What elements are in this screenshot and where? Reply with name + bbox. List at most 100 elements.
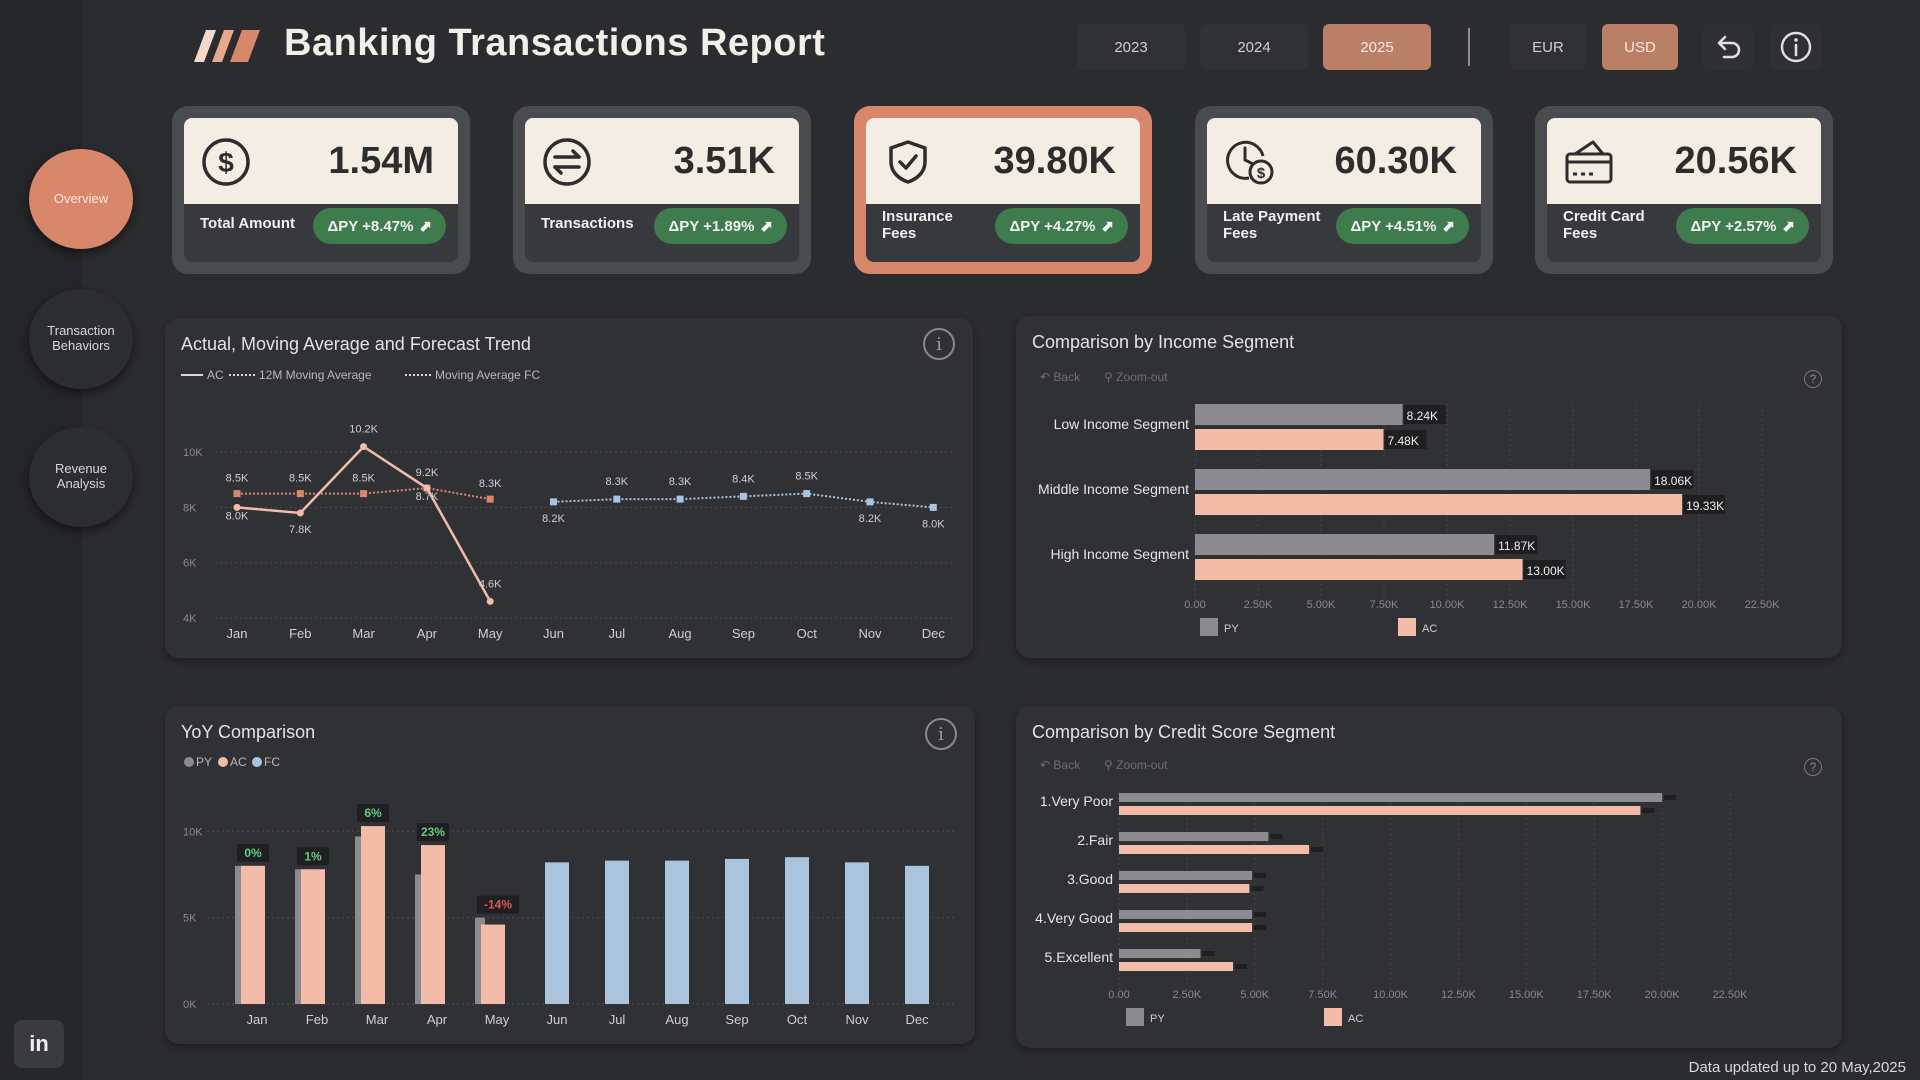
arrow-up-right-icon: ⬈ <box>760 218 773 235</box>
x-tick-label: 5.00K <box>1240 989 1269 1001</box>
data-label-bg <box>1311 847 1324 852</box>
data-label-bg <box>1495 535 1538 554</box>
back-button[interactable]: ↶ Back <box>1040 758 1080 772</box>
credit-title: Comparison by Credit Score Segment <box>1032 722 1336 742</box>
data-point <box>296 490 304 498</box>
legend-ac-label: AC <box>1422 623 1437 635</box>
clock-dollar-icon: $ <box>1226 140 1274 185</box>
zoom-out-button[interactable]: ⚲ Zoom-out <box>1104 370 1168 384</box>
data-label: 8.5K <box>226 473 249 485</box>
year-2023-button[interactable]: 2023 <box>1077 24 1185 70</box>
bar-ac <box>1119 806 1641 815</box>
data-point <box>360 490 368 498</box>
x-tick-label: 10.00K <box>1373 989 1409 1001</box>
x-tick-label: 12.50K <box>1493 599 1529 611</box>
credit-panel: Comparison by Credit Score Segment ↶ Bac… <box>1016 706 1842 1048</box>
data-point <box>423 484 431 492</box>
variance-badge-bg <box>357 804 389 823</box>
y-tick-label: 8K <box>183 502 197 514</box>
x-tick-label: May <box>485 1012 510 1027</box>
bar-py <box>1119 832 1269 841</box>
kpi-credit-card-fees[interactable]: 20.56K Credit Card Fees ΔPY +2.57% ⬈ <box>1535 106 1833 274</box>
variance-label: 23% <box>421 825 445 839</box>
kpi-label: Transactions <box>541 214 634 232</box>
kpi-insurance-fees[interactable]: 39.80K Insurance Fees ΔPY +4.27% ⬈ <box>854 106 1152 274</box>
data-label-bg <box>1251 886 1264 891</box>
data-label: 8.2K <box>859 513 882 525</box>
data-label: 8.3K <box>669 476 692 488</box>
x-tick-label: 0.00 <box>1108 989 1129 1001</box>
bar-py <box>295 869 305 1004</box>
data-label: 8.4K <box>732 473 755 485</box>
x-tick-label: Aug <box>665 1012 688 1027</box>
kpi-delta-text: ΔPY +2.57% <box>1690 217 1777 235</box>
kpi-delta-text: ΔPY +8.47% <box>327 217 414 235</box>
data-point <box>233 490 241 498</box>
kpi-late-payment-fees[interactable]: $ 60.30K Late Payment Fees ΔPY +4.51% ⬈ <box>1195 106 1493 274</box>
help-icon[interactable]: ? <box>1804 758 1822 776</box>
data-updated-note: Data updated up to 20 May,2025 <box>1688 1059 1906 1076</box>
svg-text:$: $ <box>1257 165 1266 182</box>
bar-py <box>235 865 245 1004</box>
y-tick-label: 6K <box>183 558 197 570</box>
kpi-delta-badge: ΔPY +2.57% ⬈ <box>1676 208 1809 244</box>
x-tick-label: Jun <box>543 626 564 641</box>
linkedin-icon[interactable]: in <box>14 1020 64 1068</box>
category-label: Low Income Segment <box>1054 416 1190 432</box>
bar-py <box>1195 404 1403 425</box>
back-button[interactable]: ↶ Back <box>1040 370 1080 384</box>
info-button[interactable] <box>1771 24 1821 70</box>
bar-ac <box>1119 923 1253 932</box>
currency-eur-button[interactable]: EUR <box>1510 24 1586 70</box>
yoy-info-icon[interactable]: i <box>925 718 957 750</box>
nav-transaction-behaviors[interactable]: Transaction Behaviors <box>29 289 133 389</box>
zoom-out-icon: ⚲ <box>1104 370 1113 384</box>
bar-ac <box>361 826 385 1004</box>
data-point <box>296 509 304 517</box>
legend-ac-label: AC <box>230 755 247 769</box>
bar-fc <box>845 862 869 1004</box>
help-icon[interactable]: ? <box>1804 370 1822 388</box>
data-label: 13.00K <box>1527 564 1565 578</box>
bar-py <box>1119 949 1201 958</box>
x-tick-label: 7.50K <box>1370 599 1399 611</box>
x-tick-label: 5.00K <box>1307 599 1336 611</box>
data-point <box>486 597 494 605</box>
bar-ac <box>1119 884 1250 893</box>
x-tick-label: 22.50K <box>1713 989 1749 1001</box>
x-tick-label: Oct <box>797 626 818 641</box>
kpi-value: 60.30K <box>1334 140 1457 182</box>
kpi-transactions[interactable]: 3.51K Transactions ΔPY +1.89% ⬈ <box>513 106 811 274</box>
kpi-total-amount[interactable]: $ 1.54M Total Amount ΔPY +8.47% ⬈ <box>172 106 470 274</box>
x-tick-label: 10.00K <box>1430 599 1466 611</box>
category-label: High Income Segment <box>1050 546 1189 562</box>
data-label-bg <box>1523 560 1566 579</box>
x-tick-label: Jan <box>227 626 248 641</box>
x-tick-label: Sep <box>725 1012 748 1027</box>
nav-overview[interactable]: Overview <box>29 149 133 249</box>
nav-revenue-analysis-label: Revenue Analysis <box>54 461 108 491</box>
undo-button[interactable] <box>1703 24 1753 70</box>
kpi-label: Total Amount <box>200 214 295 232</box>
data-label: 8.7K <box>416 491 439 503</box>
x-tick-label: 15.00K <box>1556 599 1592 611</box>
nav-revenue-analysis[interactable]: Revenue Analysis <box>29 427 133 527</box>
x-tick-label: 17.50K <box>1577 989 1613 1001</box>
legend-py-swatch <box>1126 1008 1144 1026</box>
x-tick-label: Jul <box>608 626 625 641</box>
currency-usd-button[interactable]: USD <box>1602 24 1678 70</box>
data-point <box>676 495 684 503</box>
year-2025-button[interactable]: 2025 <box>1323 24 1431 70</box>
zoom-out-button[interactable]: ⚲ Zoom-out <box>1104 758 1168 772</box>
back-label: Back <box>1053 370 1081 384</box>
category-label: 5.Excellent <box>1045 949 1114 965</box>
legend-fc-swatch <box>252 757 262 767</box>
data-point <box>866 498 874 506</box>
year-2024-button[interactable]: 2024 <box>1200 24 1308 70</box>
x-tick-label: Sep <box>732 626 755 641</box>
legend-ac-label: AC <box>1348 1013 1363 1025</box>
data-label-bg <box>1235 964 1248 969</box>
yoy-title: YoY Comparison <box>181 722 316 742</box>
x-tick-label: Dec <box>905 1012 929 1027</box>
trend-info-icon[interactable]: i <box>923 328 955 360</box>
